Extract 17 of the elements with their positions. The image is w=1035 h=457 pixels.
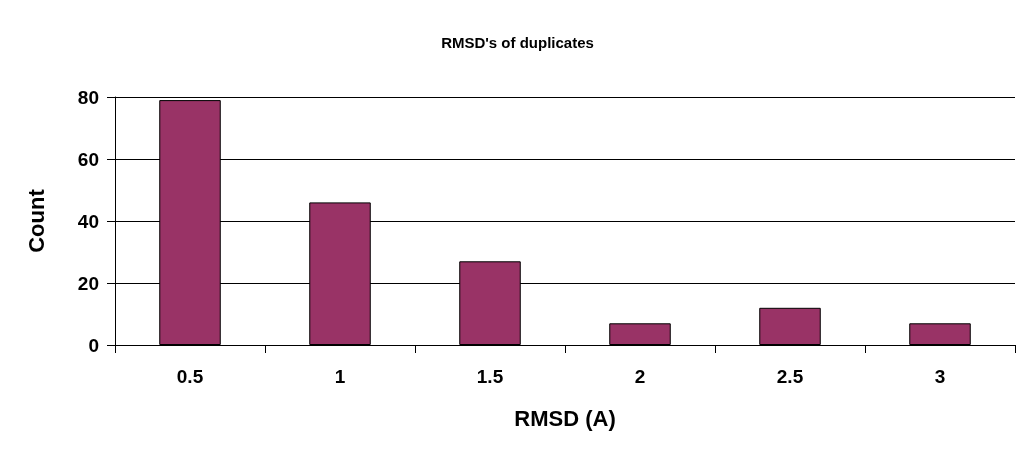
x-axis-title: RMSD (A)	[514, 405, 616, 431]
y-tick-label: 80	[77, 86, 99, 108]
x-tick-label: 0.5	[176, 366, 204, 387]
y-tick-label: 0	[88, 334, 99, 356]
y-axis-title: Count	[23, 188, 49, 253]
y-tick-label: 60	[77, 148, 99, 170]
x-tick-label: 3	[934, 366, 946, 387]
x-tick-label: 2.5	[776, 366, 804, 387]
chart-title: RMSD's of duplicates	[441, 34, 594, 51]
x-tick-label: 2	[634, 366, 646, 387]
y-tick-label: 20	[77, 272, 99, 294]
bar	[759, 307, 821, 345]
y-tick-label: 40	[77, 210, 99, 232]
x-tick-label: 1.5	[476, 366, 504, 387]
bar	[609, 323, 671, 345]
x-tick-label: 1	[334, 366, 346, 387]
bar	[909, 323, 971, 345]
